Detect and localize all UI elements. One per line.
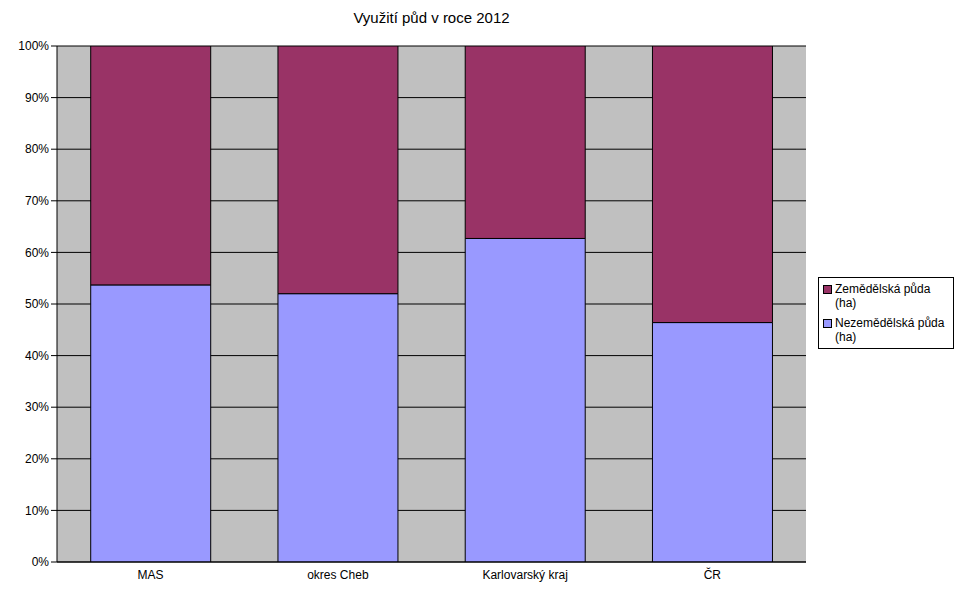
svg-text:90%: 90% [25, 91, 49, 105]
svg-text:80%: 80% [25, 142, 49, 156]
svg-text:okres Cheb: okres Cheb [307, 568, 369, 582]
svg-text:100%: 100% [18, 39, 49, 53]
svg-text:60%: 60% [25, 246, 49, 260]
svg-text:Karlovarský kraj: Karlovarský kraj [482, 568, 567, 582]
svg-text:30%: 30% [25, 400, 49, 414]
svg-text:70%: 70% [25, 194, 49, 208]
svg-text:20%: 20% [25, 452, 49, 466]
svg-text:50%: 50% [25, 297, 49, 311]
html-text:Využití půd v roce 2012: Využití půd v roce 2012 [353, 9, 510, 26]
svg-text:ČR: ČR [704, 567, 722, 582]
svg-text:40%: 40% [25, 349, 49, 363]
svg-text:10%: 10% [25, 504, 49, 518]
html-text:Nezemědělská půda (ha): Nezemědělská půda (ha) [835, 316, 945, 344]
svg-text:0%: 0% [32, 555, 50, 569]
html-text:Zemědělská půda (ha): Zemědělská půda (ha) [835, 282, 931, 310]
svg-text:MAS: MAS [138, 568, 164, 582]
